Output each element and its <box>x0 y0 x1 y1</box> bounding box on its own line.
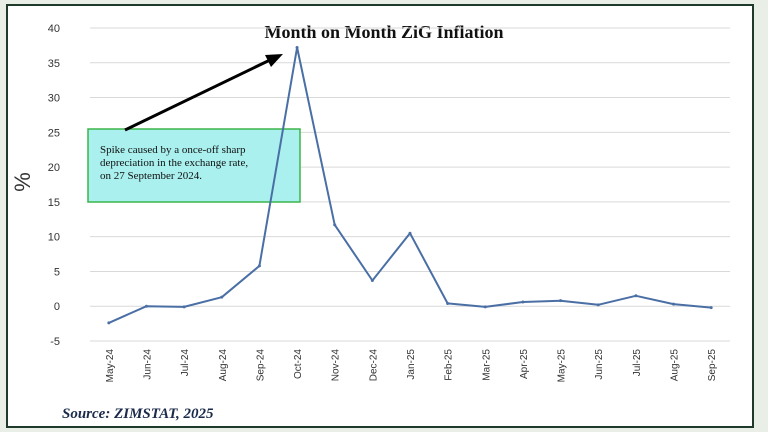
x-tick-label: Dec-24 <box>368 349 379 382</box>
x-tick-label: Feb-25 <box>444 349 455 381</box>
y-tick-label: 0 <box>54 301 60 313</box>
y-axis-label: % <box>10 172 35 192</box>
annotation-arrow <box>124 54 283 132</box>
data-points <box>107 45 713 325</box>
data-point <box>709 306 713 310</box>
data-point <box>634 294 638 298</box>
x-tick-label: Jul-24 <box>180 349 191 377</box>
x-tick-label: Jul-25 <box>632 349 643 377</box>
data-point <box>521 300 525 304</box>
x-tick-label: Sep-25 <box>707 349 718 382</box>
x-tick-label: May-25 <box>557 349 568 383</box>
data-point <box>182 305 186 309</box>
data-point <box>144 304 148 308</box>
data-point <box>107 321 111 325</box>
data-point <box>672 302 676 306</box>
data-point <box>220 295 224 299</box>
y-tick-label: 20 <box>48 162 60 174</box>
x-tick-label: Aug-24 <box>218 349 229 382</box>
x-tick-label: Jun-25 <box>594 349 605 380</box>
y-tick-label: 40 <box>48 23 60 35</box>
chart-title: Month on Month ZiG Inflation <box>264 22 503 42</box>
line-chart: Month on Month ZiG Inflation % 40 35 30 25 2… <box>10 22 730 422</box>
annotation-line-2: depreciation in the exchange rate, <box>100 157 248 169</box>
data-point <box>559 299 563 303</box>
x-tick-label: Mar-25 <box>481 349 492 381</box>
annotation: Spike caused by a once-off sharp depreci… <box>87 128 301 203</box>
annotation-box <box>87 128 301 203</box>
y-tick-label: 25 <box>48 127 60 139</box>
x-tick-label: Nov-24 <box>331 349 342 382</box>
data-point <box>596 303 600 307</box>
x-axis-ticks: May-24 Jun-24 Jul-24 Aug-24 Sep-24 Oct-24 Nov-… <box>105 349 718 383</box>
x-tick-label: Oct-24 <box>293 349 304 379</box>
data-point <box>446 301 450 305</box>
data-point <box>370 278 374 282</box>
x-tick-label: Sep-24 <box>255 349 266 382</box>
x-tick-label: Jan-25 <box>406 349 417 380</box>
data-point <box>483 305 487 309</box>
annotation-line-3: on 27 September 2024. <box>100 170 202 182</box>
data-point <box>257 264 261 268</box>
x-tick-label: Jun-24 <box>142 349 153 380</box>
source-note: Source: ZIMSTAT, 2025 <box>62 406 214 422</box>
annotation-line-1: Spike caused by a once-off sharp <box>100 144 246 156</box>
y-axis-ticks: 40 35 30 25 20 15 10 5 0 -5 <box>48 23 60 348</box>
chart-frame: Month on Month ZiG Inflation % 40 35 30 25 2… <box>6 4 754 428</box>
x-tick-label: Apr-25 <box>519 349 530 379</box>
y-tick-label: 35 <box>48 58 60 70</box>
y-tick-label: 5 <box>54 266 60 278</box>
x-tick-label: May-24 <box>105 349 116 383</box>
x-tick-label: Aug-25 <box>670 349 681 382</box>
data-point <box>408 231 412 235</box>
y-tick-label: 30 <box>48 93 60 105</box>
y-tick-label: 15 <box>48 197 60 209</box>
y-tick-label: 10 <box>48 232 60 244</box>
y-tick-label: -5 <box>50 336 60 348</box>
data-point <box>295 45 299 49</box>
data-point <box>333 223 337 227</box>
